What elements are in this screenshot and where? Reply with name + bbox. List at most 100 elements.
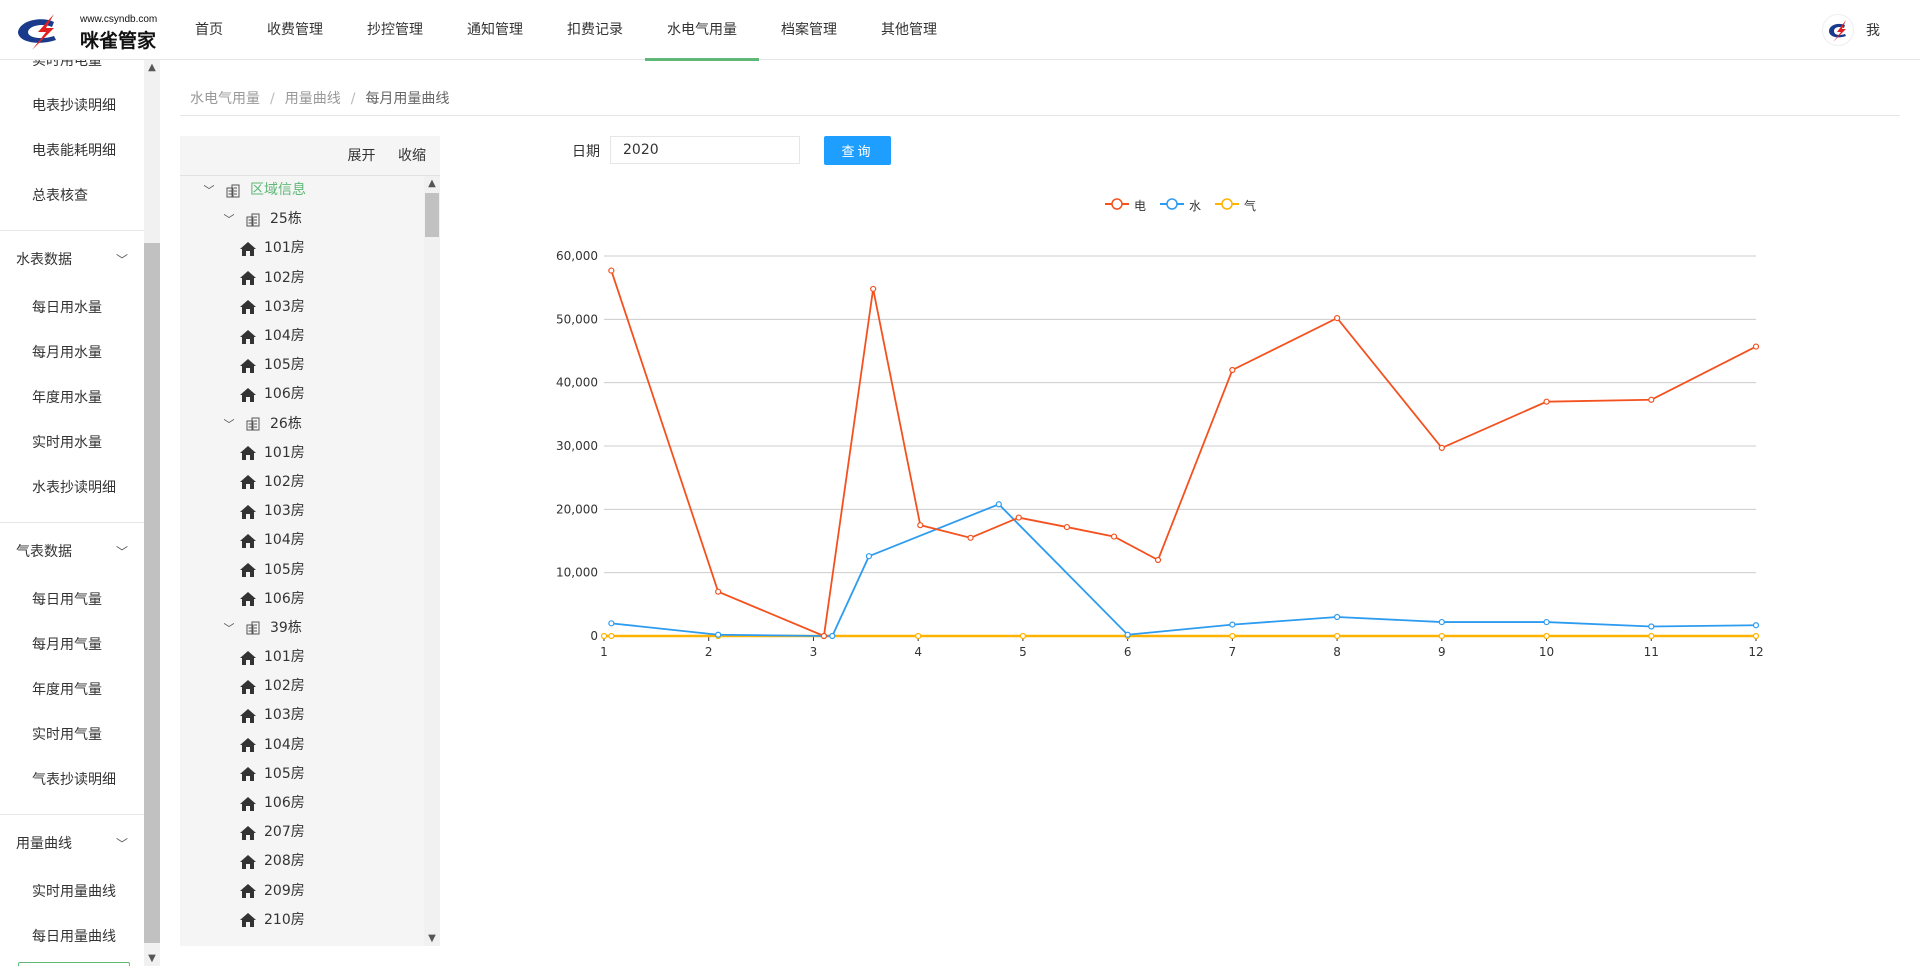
tree-node[interactable]: 104房 (180, 731, 424, 760)
tree-node[interactable]: ﹀ 区域信息 (180, 176, 424, 205)
data-point[interactable] (1752, 632, 1760, 640)
tree-node[interactable]: 106房 (180, 380, 424, 409)
tree-scrollbar[interactable]: ▲ ▼ (424, 176, 440, 946)
data-point[interactable] (1154, 556, 1162, 564)
data-point[interactable] (608, 632, 615, 640)
data-point[interactable] (870, 285, 877, 293)
data-point[interactable] (915, 632, 922, 640)
tree-node[interactable]: 105房 (180, 351, 424, 380)
nav-item[interactable]: 扣费记录 (567, 22, 623, 38)
tree-node-label[interactable]: 102房 (264, 473, 305, 490)
scroll-up-icon[interactable]: ▲ (428, 178, 436, 189)
breadcrumb-item[interactable]: 用量曲线 (284, 91, 341, 107)
sidebar-scrollbar-thumb[interactable] (144, 243, 160, 943)
tree-node-label[interactable]: 102房 (264, 269, 305, 286)
tree-node-label[interactable]: 208房 (264, 853, 305, 870)
chevron-down-icon[interactable]: ﹀ (203, 184, 215, 198)
tree-node-label[interactable]: 26栋 (270, 415, 302, 432)
tree-node-label[interactable]: 105房 (264, 357, 305, 374)
sidebar-item[interactable]: 气表抄读明细 (32, 772, 116, 788)
chevron-down-icon[interactable]: ﹀ (223, 621, 235, 635)
sidebar-item[interactable]: 每日用水量 (32, 300, 102, 316)
legend-item[interactable]: 电 (1105, 197, 1146, 214)
data-point[interactable] (865, 553, 873, 560)
sidebar-item[interactable]: 实时用量曲线 (32, 884, 116, 900)
legend-item[interactable]: 气 (1215, 197, 1256, 214)
tree-node-label[interactable]: 210房 (264, 911, 305, 928)
sidebar-item[interactable]: 实时用电量 (32, 60, 102, 69)
chevron-down-icon[interactable]: ﹀ (223, 213, 235, 227)
data-point[interactable] (1229, 621, 1236, 628)
logo[interactable]: www.csyndb.com 咪雀管家 (14, 12, 164, 52)
nav-item[interactable]: 收费管理 (267, 22, 323, 38)
data-point[interactable] (1438, 618, 1445, 626)
tree-node[interactable]: ﹀ 39栋 (180, 614, 424, 643)
tree-node-label[interactable]: 102房 (264, 678, 305, 695)
legend-item[interactable]: 水 (1160, 197, 1201, 214)
tree-node[interactable]: 208房 (180, 847, 424, 876)
nav-item[interactable]: 其他管理 (881, 22, 937, 38)
tree-node[interactable]: 102房 (180, 672, 424, 701)
tree-node-label[interactable]: 104房 (264, 736, 305, 753)
tree-node[interactable]: 101房 (180, 234, 424, 263)
tree-node-label[interactable]: 105房 (264, 561, 305, 578)
sidebar-item[interactable]: 总表核查 (32, 188, 88, 204)
tree-node[interactable]: 105房 (180, 760, 424, 789)
tree-node-label[interactable]: 104房 (264, 328, 305, 345)
sidebar-item[interactable]: 水表抄读明细 (32, 480, 116, 496)
data-point[interactable] (608, 267, 615, 274)
sidebar-item[interactable]: 每月用量曲线 (18, 962, 130, 966)
scroll-down-icon[interactable]: ▼ (428, 933, 436, 944)
tree-node[interactable]: 102房 (180, 468, 424, 497)
tree-node-label[interactable]: 39栋 (270, 619, 302, 636)
avatar[interactable] (1822, 14, 1854, 46)
tree-node[interactable]: 106房 (180, 585, 424, 614)
tree-node-label[interactable]: 101房 (264, 240, 305, 257)
sidebar-item[interactable]: 每月用气量 (32, 637, 102, 653)
user-menu[interactable]: 我 (1822, 14, 1880, 46)
data-point[interactable] (1752, 343, 1760, 350)
data-point[interactable] (917, 522, 924, 529)
data-point[interactable] (1063, 523, 1070, 531)
tree-node[interactable]: 102房 (180, 264, 424, 293)
tree-node[interactable]: 101房 (180, 439, 424, 468)
data-point[interactable] (1648, 396, 1655, 403)
tree-node[interactable]: 210房 (180, 906, 424, 935)
sidebar-item[interactable]: 实时用气量 (32, 727, 102, 743)
expand-all-button[interactable]: 展开 (347, 148, 376, 164)
tree-node-label[interactable]: 105房 (264, 765, 305, 782)
sidebar-item[interactable]: 每月用水量 (32, 345, 102, 361)
chevron-down-icon[interactable]: ﹀ (223, 417, 235, 431)
tree-node-label[interactable]: 25栋 (270, 211, 302, 228)
tree-node-label[interactable]: 103房 (264, 503, 305, 520)
tree-node[interactable]: 209房 (180, 877, 424, 906)
scroll-up-icon[interactable]: ▲ (148, 62, 156, 73)
data-point[interactable] (1438, 632, 1445, 640)
tree-node-label[interactable]: 106房 (264, 795, 305, 812)
data-point[interactable] (608, 620, 615, 627)
nav-item[interactable]: 档案管理 (781, 22, 837, 38)
tree-node-label[interactable]: 101房 (264, 649, 305, 666)
collapse-all-button[interactable]: 收缩 (398, 148, 426, 164)
data-point[interactable] (1752, 622, 1760, 629)
sidebar-scrollbar[interactable]: ▲ ▼ (144, 60, 160, 966)
tree-node-label[interactable]: 103房 (264, 298, 305, 315)
data-point[interactable] (1229, 366, 1236, 374)
data-point[interactable] (829, 632, 836, 640)
data-point[interactable] (1333, 314, 1341, 322)
data-point[interactable] (1015, 514, 1022, 521)
tree-node-label[interactable]: 106房 (264, 590, 305, 607)
tree-scrollbar-thumb[interactable] (425, 193, 439, 237)
data-point[interactable] (1543, 618, 1550, 626)
data-point[interactable] (967, 534, 974, 541)
tree-node[interactable]: 104房 (180, 322, 424, 351)
sidebar-group-header[interactable]: 气表数据 ﹀ (0, 522, 144, 578)
data-point[interactable] (1019, 632, 1027, 640)
tree-node-label[interactable]: 区域信息 (250, 182, 306, 199)
tree-node[interactable]: 103房 (180, 293, 424, 322)
sidebar-group-header[interactable]: 用量曲线 ﹀ (0, 814, 144, 870)
tree-node-label[interactable]: 103房 (264, 707, 305, 724)
data-point[interactable] (1543, 398, 1550, 405)
tree-node[interactable]: 104房 (180, 526, 424, 555)
data-point[interactable] (715, 631, 722, 638)
